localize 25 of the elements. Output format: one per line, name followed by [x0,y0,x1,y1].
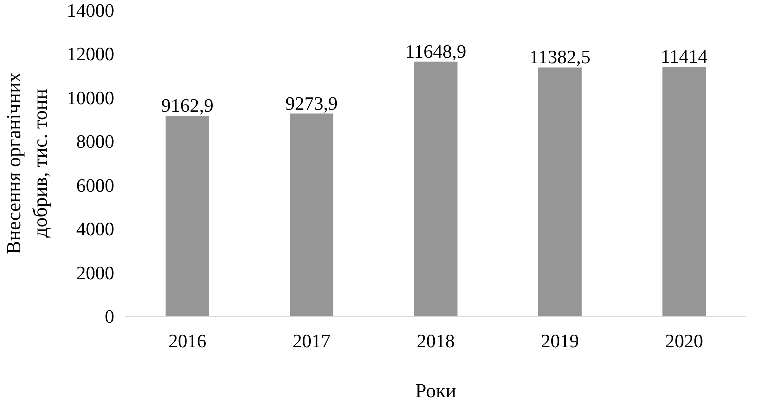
y-tick-label: 0 [105,307,114,328]
bar [166,116,210,316]
y-tick-label: 8000 [76,132,114,154]
bar [290,114,334,316]
y-axis-title: Внесення органічних добрив, тис. тонн [4,72,52,254]
bar [414,62,458,316]
y-tick-label: 14000 [67,1,114,22]
y-tick-label: 2000 [76,263,114,284]
data-label: 9273,9 [286,94,338,115]
x-tick-label: 2020 [665,332,704,352]
bar [662,67,706,316]
bar [538,68,582,316]
data-label: 11648,9 [405,42,467,63]
y-tick-label: 12000 [67,44,114,66]
y-tick-label: 4000 [76,220,114,241]
x-tick-label: 2017 [292,332,331,352]
x-axis-title: Роки [415,380,457,402]
data-label: 11382,5 [530,48,591,69]
data-label: 9162,9 [161,96,214,118]
y-tick-label: 10000 [67,88,114,110]
y-tick-label: 6000 [76,176,114,197]
x-tick-label: 2016 [168,332,207,352]
data-label: 11414 [661,47,708,68]
x-tick-label: 2018 [417,332,455,352]
x-tick-label: 2019 [541,332,580,352]
